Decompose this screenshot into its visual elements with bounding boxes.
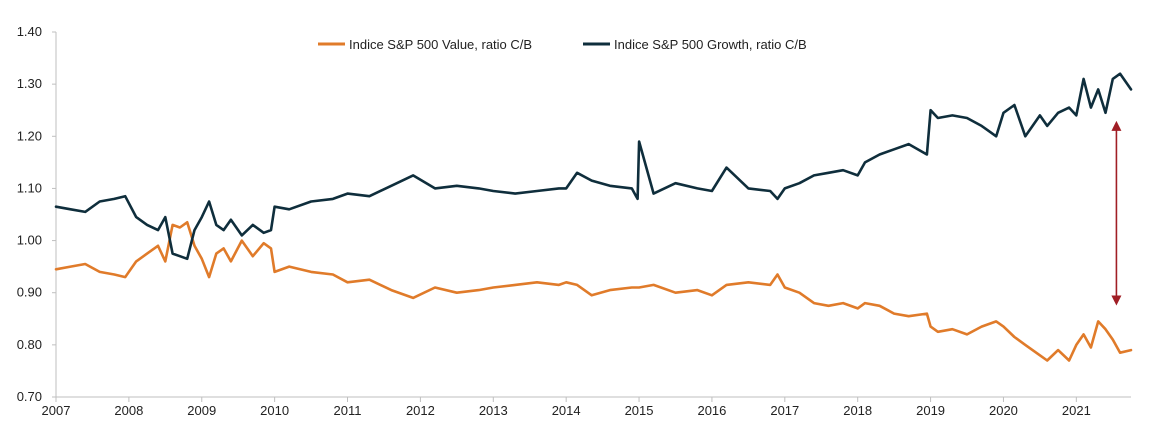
series-line-growth xyxy=(54,72,1133,261)
x-tick-label: 2019 xyxy=(916,403,945,418)
x-tick-label: 2021 xyxy=(1062,403,1091,418)
y-tick-label: 0.80 xyxy=(17,337,42,352)
y-tick-label: 1.10 xyxy=(17,180,42,195)
legend-item-value: Indice S&P 500 Value, ratio C/B xyxy=(318,37,532,52)
y-tick-label: 0.90 xyxy=(17,285,42,300)
x-tick-label: 2015 xyxy=(625,403,654,418)
x-tick-label: 2014 xyxy=(552,403,581,418)
series-lines xyxy=(54,72,1133,362)
y-tick-label: 0.70 xyxy=(17,389,42,404)
y-tick-label: 1.20 xyxy=(17,128,42,143)
x-tick-label: 2007 xyxy=(42,403,71,418)
x-tick-label: 2008 xyxy=(114,403,143,418)
x-tick-label: 2016 xyxy=(697,403,726,418)
y-tick-label: 1.40 xyxy=(17,24,42,39)
legend-label: Indice S&P 500 Value, ratio C/B xyxy=(349,37,532,52)
legend-item-growth: Indice S&P 500 Growth, ratio C/B xyxy=(583,37,807,52)
x-tick-label: 2017 xyxy=(770,403,799,418)
y-tick-label: 1.30 xyxy=(17,76,42,91)
legend-label: Indice S&P 500 Growth, ratio C/B xyxy=(614,37,807,52)
x-tick-label: 2020 xyxy=(989,403,1018,418)
x-tick-label: 2011 xyxy=(334,403,362,418)
x-tick-label: 2013 xyxy=(479,403,508,418)
tick-labels: 0.70 0.80 0.90 1.00 1.10 1.20 1.30 1.40 2007 2008… xyxy=(17,24,1091,418)
legend: Indice S&P 500 Value, ratio C/B Indice S&… xyxy=(318,37,807,52)
x-tick-label: 2018 xyxy=(843,403,872,418)
series-line-value xyxy=(54,221,1133,362)
axes xyxy=(55,32,1131,398)
x-tick-label: 2009 xyxy=(187,403,216,418)
y-tick-label: 1.00 xyxy=(17,233,42,248)
x-tick-label: 2012 xyxy=(406,403,435,418)
x-tick-label: 2010 xyxy=(260,403,289,418)
